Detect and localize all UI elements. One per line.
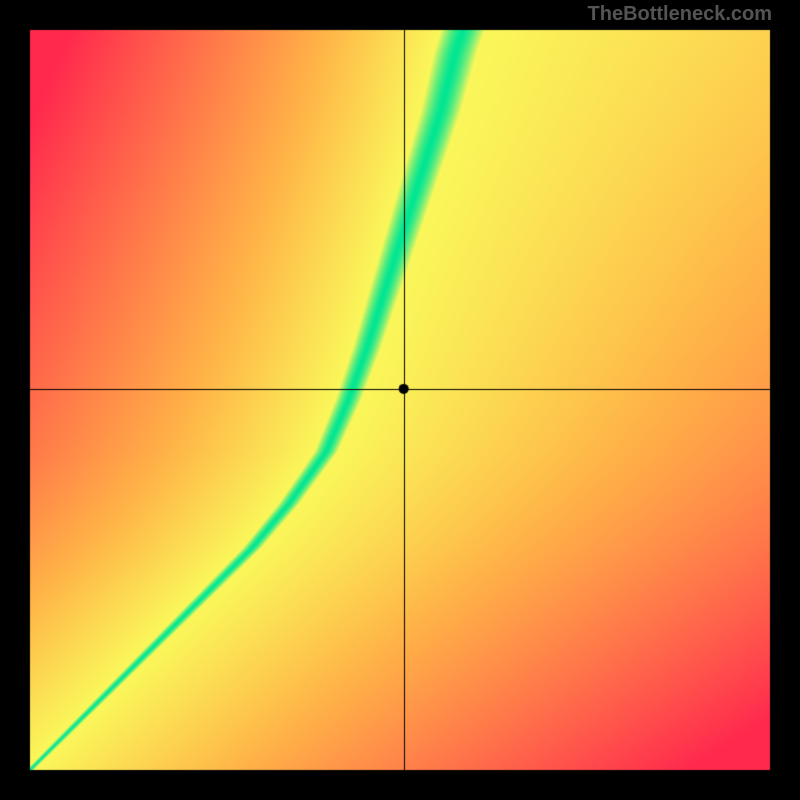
bottleneck-heatmap	[0, 0, 800, 800]
watermark-text: TheBottleneck.com	[588, 3, 772, 26]
